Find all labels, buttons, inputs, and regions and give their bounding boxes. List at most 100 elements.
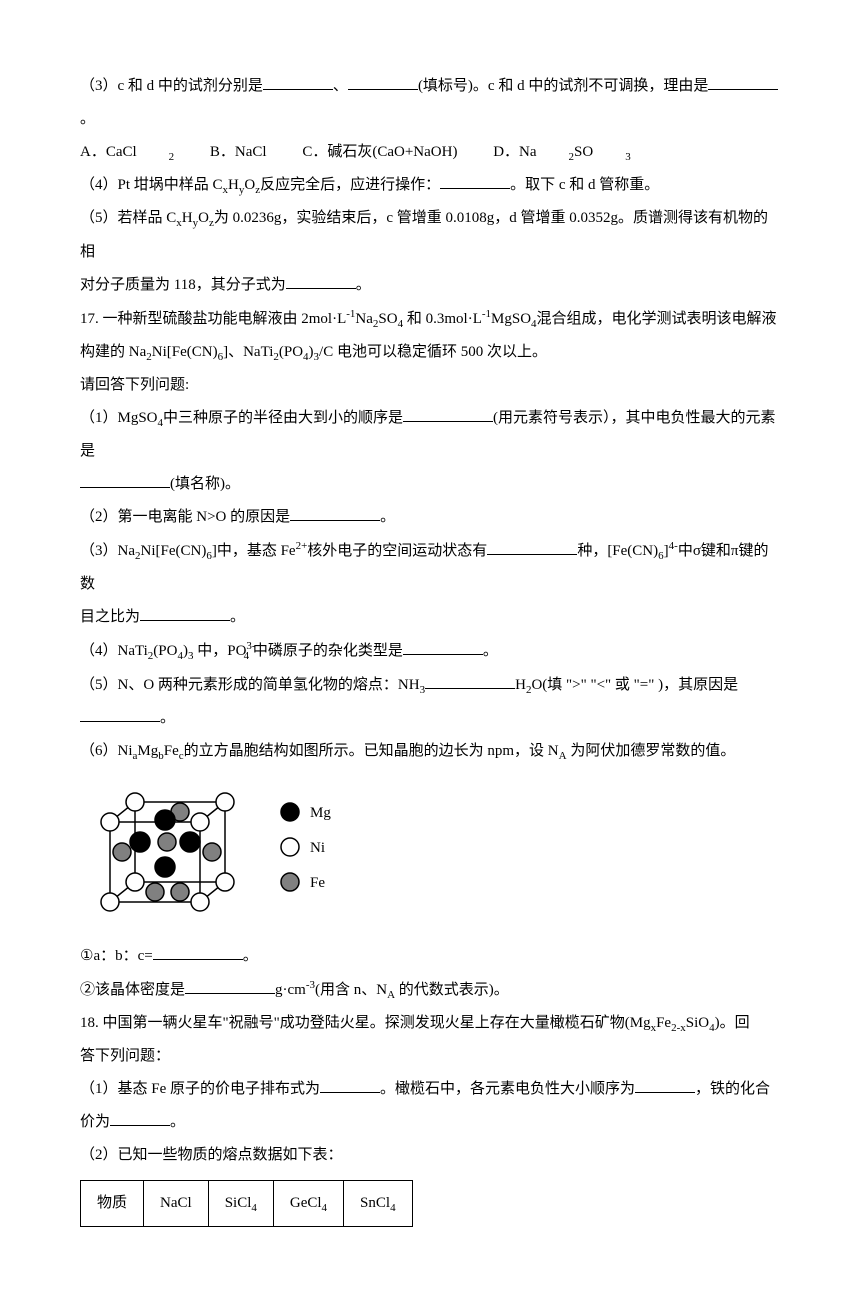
text: 。	[230, 609, 245, 625]
sup: 4-	[669, 540, 678, 552]
text: Fe	[656, 1015, 671, 1031]
sub: A	[387, 989, 395, 1001]
text: 对分子质量为 118，其分子式为	[80, 277, 286, 293]
table-cell: SnCl4	[344, 1181, 413, 1227]
text: A．CaCl	[80, 136, 137, 169]
table-cell: GeCl4	[273, 1181, 343, 1227]
text: H	[515, 677, 526, 693]
q17-p5b: 。	[80, 702, 780, 735]
q18-title: 18. 中国第一辆火星车"祝融号"成功登陆火星。探测发现火星上存在大量橄榄石矿物…	[80, 1007, 780, 1040]
text: （4）Pt 坩埚中样品 C	[80, 177, 223, 193]
text: 为阿伏加德罗常数的值。	[567, 743, 736, 759]
text: 。	[483, 643, 498, 659]
blank	[153, 944, 243, 960]
text: 17. 一种新型硫酸盐功能电解液由 2mol·L	[80, 311, 346, 327]
text: 。	[380, 509, 395, 525]
crystal-diagram: Mg Ni Fe	[80, 782, 780, 932]
text: MgSO	[491, 311, 531, 327]
q16-p4: （4）Pt 坩埚中样品 CxHyOz反应完全后，应进行操作：。取下 c 和 d …	[80, 169, 780, 202]
blank	[185, 978, 275, 994]
legend-ni: Ni	[310, 840, 325, 856]
text: （3）Na	[80, 543, 135, 559]
text: 目之比为	[80, 609, 140, 625]
sub: 4	[251, 1202, 257, 1214]
blank	[286, 273, 356, 289]
text: Ni[Fe(CN)	[152, 344, 218, 360]
text: 。取下 c 和 d 管称重。	[510, 177, 659, 193]
text: SO	[574, 136, 593, 169]
q17-title: 17. 一种新型硫酸盐功能电解液由 2mol·L-1Na2SO4 和 0.3mo…	[80, 302, 780, 336]
q16-p5: （5）若样品 CxHyOz为 0.0236g，实验结束后，c 管增重 0.010…	[80, 202, 780, 268]
sub: 3	[625, 151, 631, 163]
text: 。	[160, 710, 175, 726]
q17-p5: （5）N、O 两种元素形成的简单氢化物的熔点：NH3H2O(填 ">" "<" …	[80, 669, 780, 702]
text: （1）MgSO	[80, 410, 158, 426]
text: 核外电子的空间运动状态有	[307, 543, 487, 559]
q18-p2: （2）已知一些物质的熔点数据如下表：	[80, 1139, 780, 1172]
q17-title2: 构建的 Na2Ni[Fe(CN)6]、NaTi2(PO4)3/C 电池可以稳定循…	[80, 336, 780, 369]
text: ]、NaTi	[223, 344, 273, 360]
text: （6）Ni	[80, 743, 133, 759]
table-cell: SiCl4	[208, 1181, 273, 1227]
blank	[140, 605, 230, 621]
sup: -1	[482, 308, 491, 320]
opt-d: D．Na2SO3	[493, 136, 631, 169]
text: GeCl	[290, 1195, 322, 1211]
legend-mg: Mg	[310, 805, 331, 821]
blank	[320, 1077, 380, 1093]
text: 构建的 Na	[80, 344, 146, 360]
text: 和 0.3mol·L	[403, 311, 482, 327]
legend-fe: Fe	[310, 875, 325, 891]
text: D．Na	[493, 136, 536, 169]
text: )。回	[715, 1015, 750, 1031]
text: 、	[333, 78, 348, 94]
text: 中，	[193, 643, 227, 659]
opt-a: A．CaCl2	[80, 136, 174, 169]
text: (PO	[153, 643, 177, 659]
q16-options: A．CaCl2 B．NaCl C．碱石灰(CaO+NaOH) D．Na2SO3	[80, 136, 780, 169]
q17-p1: （1）MgSO4中三种原子的半径由大到小的顺序是(用元素符号表示），其中电负性最…	[80, 402, 780, 468]
text: Mg	[137, 743, 158, 759]
text: Fe	[164, 743, 179, 759]
text: (用含 n、N	[315, 982, 387, 998]
blank	[708, 74, 778, 90]
opt-b: B．NaCl	[210, 136, 267, 169]
q18-p1: （1）基态 Fe 原子的价电子排布式为。橄榄石中，各元素电负性大小顺序为，铁的化…	[80, 1073, 780, 1139]
text: 。	[80, 111, 95, 127]
melting-point-table: 物质 NaCl SiCl4 GeCl4 SnCl4	[80, 1180, 413, 1227]
text: （2）第一电离能 N>O 的原因是	[80, 509, 290, 525]
text: 。	[356, 277, 371, 293]
sup: 2+	[296, 540, 308, 552]
q17-p6-2: ②该晶体密度是g·cm-3(用含 n、NA 的代数式表示)。	[80, 973, 780, 1007]
q17-p3b: 目之比为 。	[80, 601, 780, 634]
text: ①a：b：c=	[80, 948, 153, 964]
blank	[80, 472, 170, 488]
text: （4）NaTi	[80, 643, 148, 659]
text: SiCl	[225, 1195, 252, 1211]
q17-p6: （6）NiaMgbFec的立方晶胞结构如图所示。已知晶胞的边长为 npm，设 N…	[80, 735, 780, 768]
text: （3）c 和 d 中的试剂分别是	[80, 78, 263, 94]
text: Na	[355, 311, 373, 327]
text: 混合组成，电化学测试表明该电解液	[537, 311, 777, 327]
text: H	[182, 210, 193, 226]
text: （1）基态 Fe 原子的价电子排布式为	[80, 1081, 320, 1097]
blank	[80, 706, 160, 722]
sub: 2-x	[671, 1022, 686, 1034]
q17-p6-1: ①a：b：c= 。	[80, 940, 780, 973]
text: SnCl	[360, 1195, 390, 1211]
text: 中三种原子的半径由大到小的顺序是	[163, 410, 403, 426]
q16-p5b: 对分子质量为 118，其分子式为 。	[80, 269, 780, 302]
text: （5）N、O 两种元素形成的简单氢化物的熔点：NH	[80, 677, 420, 693]
blank	[440, 173, 510, 189]
text: 。	[243, 948, 258, 964]
text: g·cm	[275, 982, 306, 998]
text: 种，[Fe(CN)	[577, 543, 658, 559]
text: SiO	[686, 1015, 709, 1031]
text: O(填 ">" "<" 或 "=" )，其原因是	[531, 677, 738, 693]
blank	[425, 673, 515, 689]
crystal-svg: Mg Ni Fe	[80, 782, 400, 932]
text: 。	[170, 1114, 185, 1130]
text: 中磷原子的杂化类型是	[249, 643, 403, 659]
text: (PO	[279, 344, 303, 360]
text: 的代数式表示)。	[395, 982, 509, 998]
